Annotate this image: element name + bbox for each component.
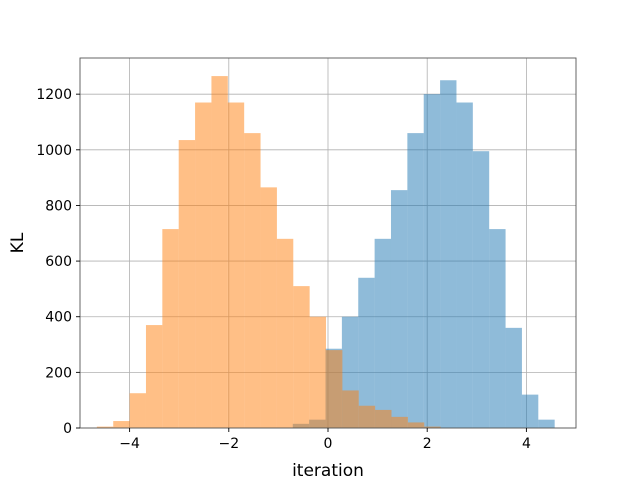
histogram-bar	[260, 187, 277, 428]
x-tick-label: 0	[324, 436, 333, 452]
histogram-bar	[195, 102, 212, 428]
x-tick-label: 4	[522, 436, 531, 452]
histogram-bar	[227, 102, 245, 428]
x-tick-label: 2	[423, 436, 432, 452]
x-axis-label: iteration	[292, 461, 364, 480]
histogram-bar	[309, 316, 327, 428]
histogram-bar	[538, 419, 555, 428]
y-axis-label: KL	[8, 232, 28, 253]
x-tick-label: −4	[119, 436, 140, 452]
histogram-bars	[96, 76, 555, 429]
histogram-bar	[162, 229, 179, 428]
x-tick-label: −2	[218, 436, 239, 452]
histogram-bar	[423, 94, 441, 429]
histogram-bar	[489, 229, 506, 428]
histogram-bar	[390, 190, 408, 428]
histogram-bar	[96, 426, 114, 428]
histogram-bar	[244, 133, 261, 428]
y-tick-label: 1200	[36, 87, 72, 103]
histogram-bar	[113, 421, 130, 428]
histogram-bar	[145, 325, 163, 428]
histogram-bar	[178, 140, 196, 428]
histogram-bar	[326, 350, 343, 428]
histogram-bar	[407, 422, 425, 428]
histogram-bar	[374, 238, 391, 428]
histogram-bar	[342, 390, 359, 428]
histogram-bar	[129, 393, 146, 428]
histogram-bar	[505, 327, 522, 428]
y-tick-label: 400	[45, 310, 72, 326]
histogram-bar	[456, 102, 473, 428]
histogram-bar	[211, 76, 228, 429]
histogram-bar	[358, 277, 375, 428]
histogram-bar	[375, 409, 392, 428]
axis-ticks: −4 −2 0 2 4 0 200 400 600 800 1000 1200	[36, 87, 531, 452]
histogram-bar	[276, 238, 294, 428]
histogram-bar	[472, 151, 490, 428]
histogram-bar	[407, 133, 424, 428]
histogram-bar	[424, 426, 441, 428]
y-tick-label: 600	[45, 254, 72, 270]
histogram-bar	[358, 405, 376, 428]
histogram-series-2	[96, 76, 441, 429]
histogram-bar	[440, 80, 457, 428]
y-tick-label: 1000	[36, 143, 72, 159]
histogram-bar	[521, 394, 539, 428]
histogram-bar	[293, 286, 310, 428]
histogram-bar	[391, 416, 408, 428]
y-tick-label: 200	[45, 365, 72, 381]
y-tick-label: 800	[45, 198, 72, 214]
y-tick-label: 0	[63, 421, 72, 437]
